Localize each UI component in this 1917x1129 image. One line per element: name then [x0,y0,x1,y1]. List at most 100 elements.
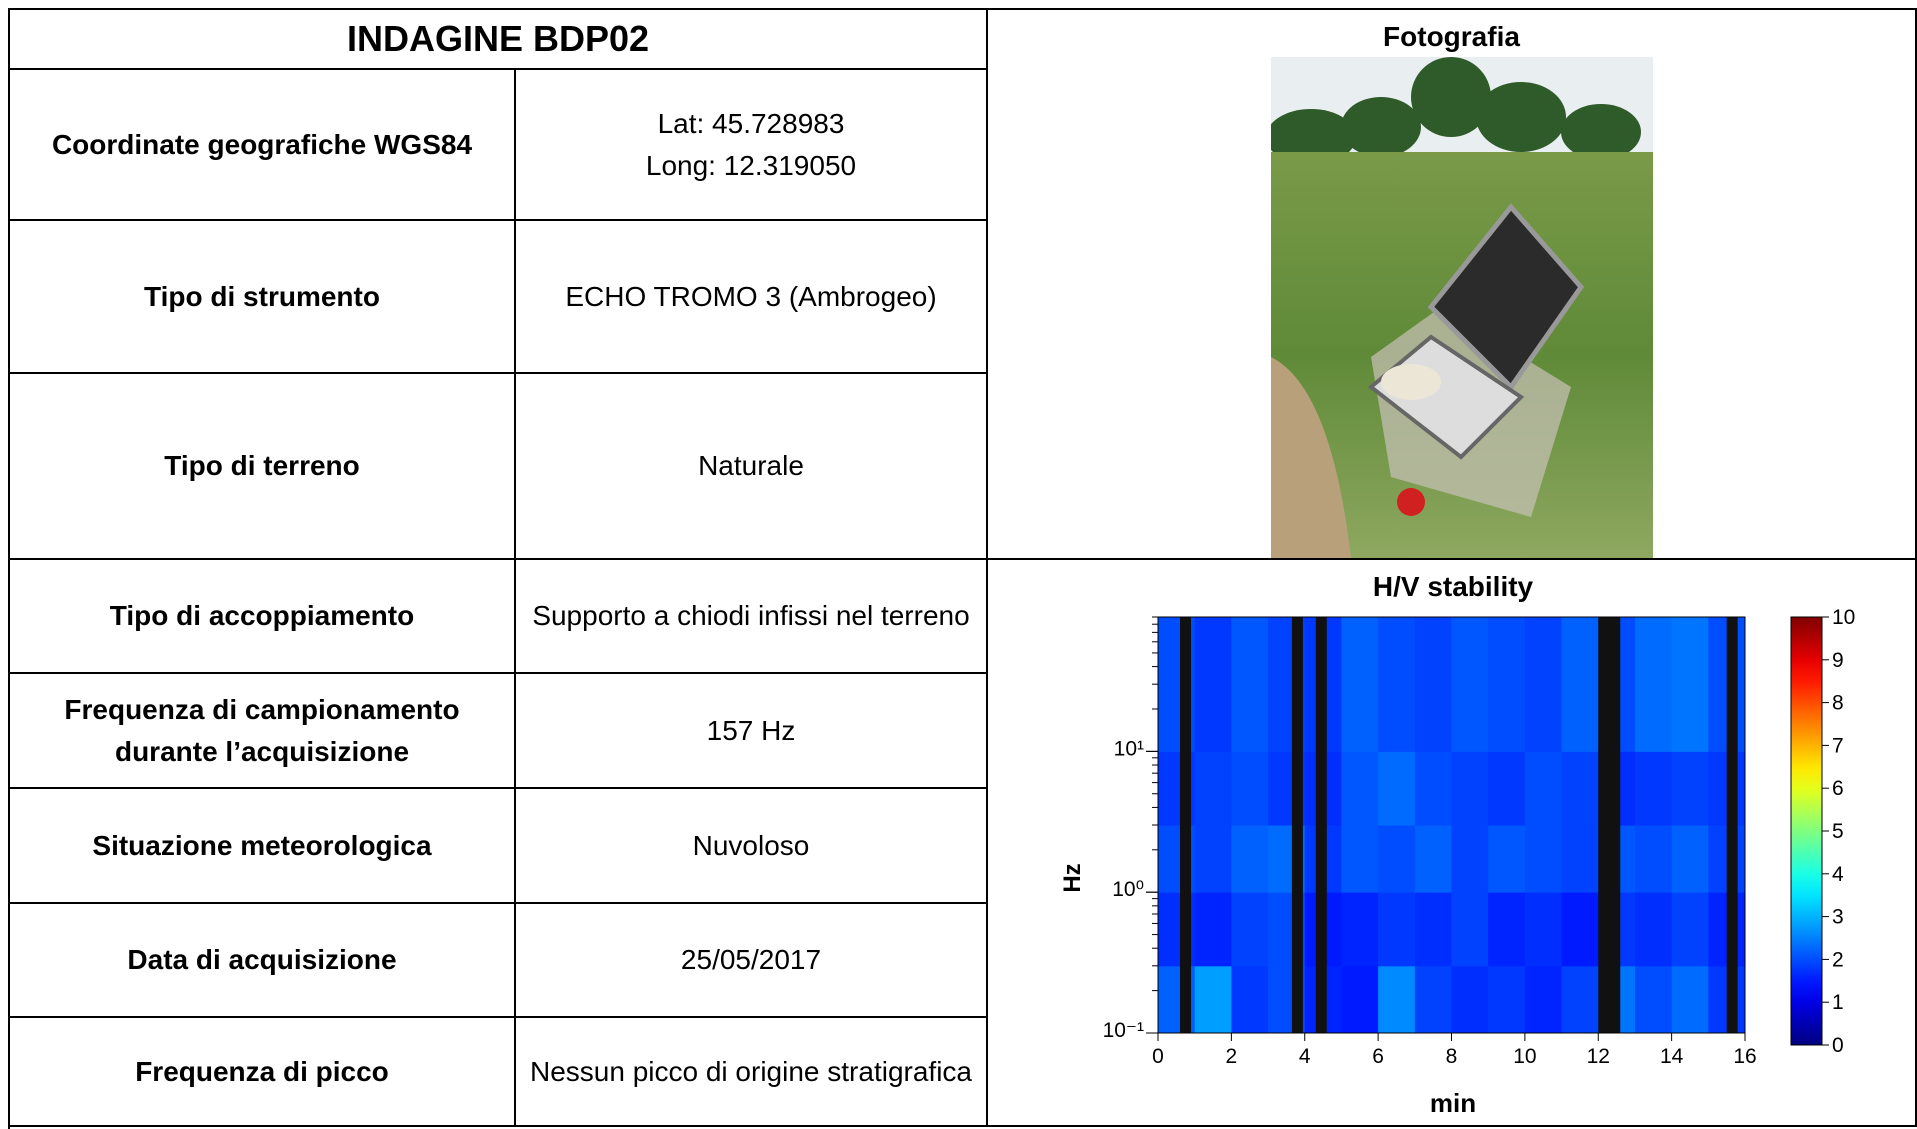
heat-cell [1231,892,1269,967]
x-axis-label: min [1430,1088,1476,1118]
heat-cell [1671,825,1709,893]
x-tick-label: 14 [1660,1045,1684,1068]
value-line: Long: 12.319050 [645,149,857,181]
heat-cell [1671,617,1709,752]
row-value: 25/05/2017 [516,904,988,1018]
heat-cell [1561,965,1599,1034]
row-value: 157 Hz [516,674,988,789]
y-axis-label: Hz [1059,863,1086,892]
frame-top [8,8,1917,10]
heat-cell [1414,825,1452,893]
data-gap [1598,617,1621,1033]
heat-cell [1341,751,1379,826]
data-gap [1291,617,1303,1033]
x-tick-label: 10 [1513,1045,1536,1068]
row-label: Frequenza di campionamento durante l’acq… [10,674,516,789]
heat-cell [1671,751,1709,826]
x-tick-label: 8 [1446,1045,1458,1068]
heat-cell [1671,892,1709,967]
heat-cell [1634,825,1673,893]
chart-cell [988,560,1917,1127]
heat-cell [1634,965,1673,1034]
value-line: 157 Hz [706,714,796,746]
colorbar-tick-label: 8 [1832,692,1844,715]
heat-cell [1414,965,1452,1034]
photo-cell: Fotografia [988,10,1917,560]
y-tick-label: 10⁻¹ [1103,1019,1144,1042]
value-line: Nessun picco di origine stratigrafica [530,1055,972,1087]
data-gap [1180,617,1192,1033]
data-gap [1315,617,1327,1033]
row-label: Tipo di strumento [10,221,516,374]
heat-cell [1341,965,1379,1034]
heat-cell [1378,965,1416,1034]
heat-cell [1451,751,1489,826]
heat-cell [1524,751,1563,826]
heat-cell [1194,965,1232,1034]
heat-cell [1341,617,1379,752]
heat-cell [1634,617,1673,752]
colorbar-tick-label: 4 [1832,863,1844,886]
heat-cell [1378,751,1416,826]
value-line: Naturale [698,450,804,481]
row-value: Nessun picco di origine stratigrafica [516,1018,988,1127]
heat-cell [1524,617,1563,752]
y-tick-label: 10¹ [1114,737,1144,760]
colorbar-tick-label: 2 [1832,948,1844,971]
x-tick-label: 12 [1587,1045,1610,1068]
row-value: Nuvoloso [516,789,988,904]
heat-cell [1634,892,1673,967]
row-value: Naturale [516,374,988,560]
colorbar-tick-label: 6 [1832,777,1844,800]
colorbar-tick-label: 1 [1832,991,1844,1014]
value-line: Lat: 45.728983 [657,107,845,139]
photo-title: Fotografia [1383,21,1520,52]
heat-cell [1194,751,1232,826]
row-label: Tipo di terreno [10,374,516,560]
colorbar-tick-label: 0 [1832,1034,1844,1057]
heat-cell [1341,825,1379,893]
chart: H/V stability min Hz 0 2 4 6 8 10 12 14 1610⁻¹10… [1059,571,1855,1118]
heat-cell [1488,825,1526,893]
chart-title: H/V stability [1373,571,1534,602]
heat-cell [1194,617,1232,752]
heat-cell [1488,617,1526,752]
heat-cell [1378,617,1416,752]
colorbar-tick-label: 5 [1832,820,1844,843]
row-label: Situazione meteorologica [10,789,516,904]
value-line: Nuvoloso [692,829,810,861]
heat-cell [1414,892,1452,967]
row-value: ECHO TROMO 3 (Ambrogeo) [516,221,988,374]
value-line: Supporto a chiodi infissi nel terreno [532,600,970,631]
colorbar-tick-label: 10 [1832,606,1855,629]
value-line: ECHO TROMO 3 (Ambrogeo) [565,280,937,312]
header-title: INDAGINE BDP02 [10,10,988,70]
heat-cell [1561,751,1599,826]
colorbar-tick-label: 3 [1832,906,1844,929]
heat-cell [1561,617,1599,752]
heat-cell [1561,892,1599,967]
heat-cell [1231,751,1269,826]
heat-cell [1194,825,1232,893]
heat-cell [1414,751,1452,826]
heat-cell [1451,617,1489,752]
row-value: Supporto a chiodi infissi nel terreno [516,560,988,674]
heat-cell [1451,892,1489,967]
heat-cell [1231,617,1269,752]
heat-cell [1488,892,1526,967]
x-tick-label: 16 [1733,1045,1756,1068]
colorbar-tick-label: 9 [1832,649,1844,672]
heat-cell [1561,825,1599,893]
photo [1271,57,1653,558]
heat-cell [1451,965,1489,1034]
heat-cell [1488,965,1526,1034]
heat-cell [1524,825,1563,893]
row-label: Coordinate geografiche WGS84 [10,70,516,221]
row-value: Lat: 45.728983 Long: 12.319050 [516,70,988,221]
x-tick-label: 0 [1152,1045,1164,1068]
heat-cell [1231,825,1269,893]
row-label: Frequenza di picco [10,1018,516,1127]
x-tick-label: 6 [1372,1045,1384,1068]
heat-cell [1194,892,1232,967]
